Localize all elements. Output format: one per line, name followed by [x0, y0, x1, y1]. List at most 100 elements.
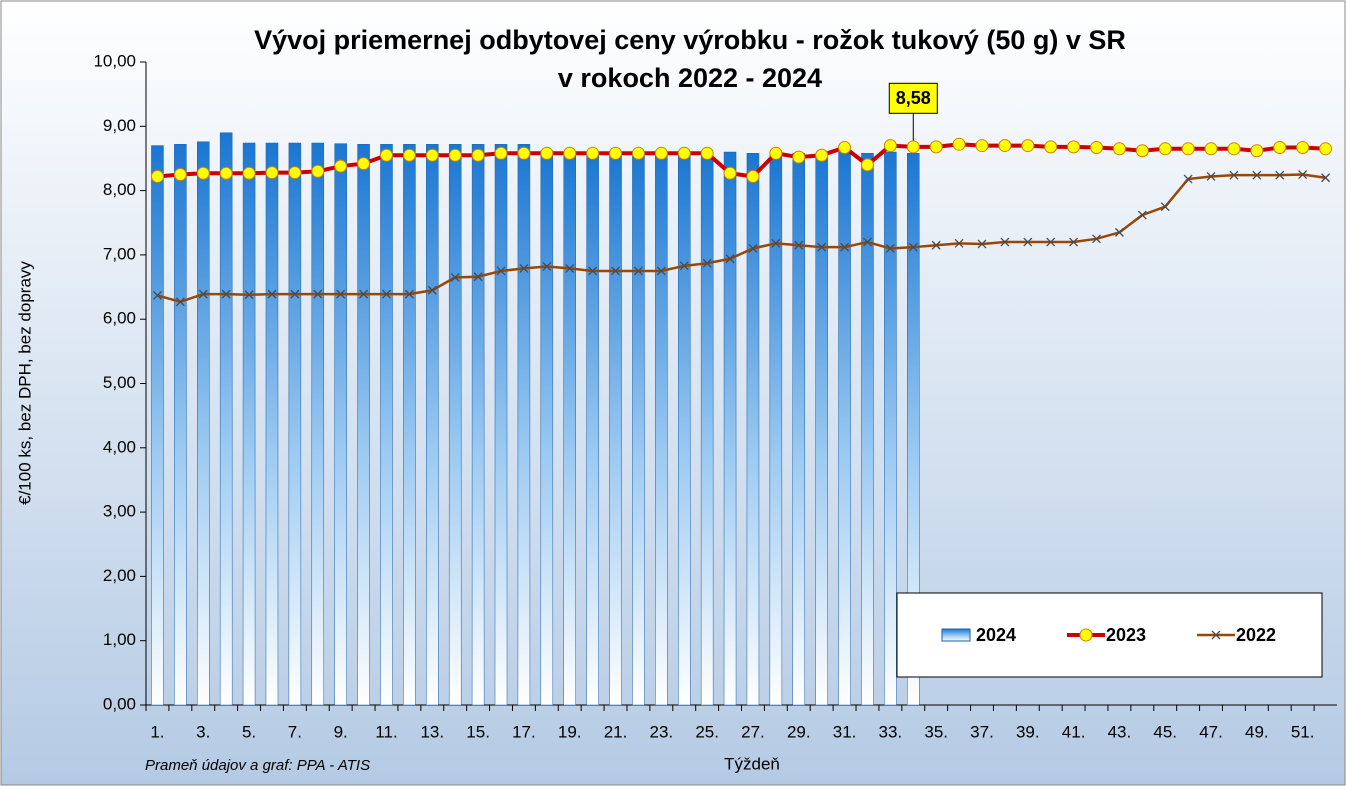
marker	[654, 146, 668, 160]
bar	[723, 151, 737, 706]
bar	[517, 144, 531, 706]
marker	[336, 289, 346, 299]
x-tick-label: 49.	[1245, 722, 1269, 741]
bar	[471, 144, 485, 706]
x-tick-label: 27.	[741, 722, 765, 741]
marker	[977, 239, 987, 249]
marker	[1181, 142, 1195, 156]
marker	[792, 150, 806, 164]
marker	[611, 266, 620, 276]
marker	[150, 169, 164, 183]
legend-label: 2022	[1236, 625, 1276, 645]
bar	[815, 153, 828, 706]
marker	[975, 139, 989, 153]
marker	[679, 261, 689, 271]
x-tick-label: 31.	[833, 722, 857, 741]
marker	[929, 140, 943, 154]
legend-label: 2024	[976, 625, 1016, 645]
marker	[1319, 142, 1333, 156]
marker	[1044, 140, 1058, 154]
bar	[311, 142, 325, 706]
marker	[1204, 142, 1218, 156]
bar	[609, 151, 622, 706]
marker	[633, 266, 643, 276]
x-tick-label: 35.	[924, 722, 948, 741]
marker	[1160, 202, 1170, 212]
x-tick-label: 37.	[970, 722, 994, 741]
marker	[173, 168, 187, 182]
marker	[219, 166, 233, 180]
bar	[700, 151, 714, 706]
marker	[725, 254, 735, 264]
marker	[838, 141, 852, 155]
marker	[700, 146, 714, 160]
marker	[427, 285, 437, 295]
marker	[221, 289, 231, 299]
legend-marker	[1211, 630, 1221, 640]
marker	[1046, 237, 1056, 247]
marker	[494, 146, 508, 160]
x-tick-label: 9.	[334, 722, 348, 741]
marker	[1227, 142, 1241, 156]
bar	[197, 141, 210, 706]
marker	[656, 266, 666, 276]
x-tick-label: 3.	[196, 722, 210, 741]
y-tick-label: 6,00	[103, 309, 136, 328]
marker	[1023, 237, 1033, 247]
marker	[288, 166, 302, 180]
marker	[448, 148, 462, 162]
y-tick-label: 10,00	[93, 51, 136, 70]
data-label: 8,58	[896, 88, 931, 108]
marker	[540, 146, 554, 160]
source-note: Prameň údajov a graf: PPA - ATIS	[145, 757, 370, 774]
marker	[290, 289, 300, 299]
x-tick-label: 29.	[787, 722, 811, 741]
marker	[198, 289, 208, 299]
x-tick-label: 11.	[375, 722, 397, 741]
legend-label: 2023	[1106, 625, 1146, 645]
bar	[403, 144, 416, 706]
marker	[1069, 237, 1079, 247]
marker	[794, 240, 804, 250]
marker	[402, 148, 416, 162]
marker	[817, 242, 827, 252]
marker	[450, 272, 460, 282]
x-tick-label: 47.	[1199, 722, 1223, 741]
marker	[379, 148, 393, 162]
marker	[815, 148, 829, 162]
marker	[860, 158, 874, 172]
marker	[1229, 170, 1239, 180]
bar	[838, 151, 851, 706]
line	[157, 173, 1326, 304]
y-tick-label: 5,00	[103, 373, 136, 392]
x-tick-label: 19.	[558, 722, 582, 741]
x-tick-label: 23.	[650, 722, 674, 741]
x-axis-label: Týždeň	[724, 754, 780, 773]
chart-title: Vývoj priemernej odbytovej ceny výrobku …	[254, 25, 1126, 55]
bar	[219, 132, 233, 706]
marker	[267, 289, 277, 299]
bar	[632, 151, 645, 706]
bar	[563, 151, 576, 706]
marker	[519, 263, 529, 273]
bar	[426, 144, 439, 706]
y-axis-label: €/100 ks, bez DPH, bez dopravy	[15, 261, 34, 505]
x-tick-label: 7.	[288, 722, 302, 741]
bar	[540, 150, 554, 706]
x-tick-label: 15.	[466, 722, 490, 741]
y-tick-label: 2,00	[103, 566, 136, 585]
marker	[840, 242, 850, 252]
marker	[1090, 141, 1104, 155]
marker	[954, 238, 964, 248]
chart-title: v rokoch 2022 - 2024	[558, 63, 822, 93]
legend-swatch	[941, 628, 971, 642]
y-tick-label: 0,00	[103, 694, 136, 713]
marker	[382, 289, 391, 299]
marker	[1114, 227, 1124, 237]
marker	[244, 290, 254, 300]
marker	[196, 166, 210, 180]
marker	[723, 166, 737, 180]
x-tick-label: 25.	[695, 722, 719, 741]
bar	[746, 153, 760, 706]
bar	[655, 151, 668, 706]
